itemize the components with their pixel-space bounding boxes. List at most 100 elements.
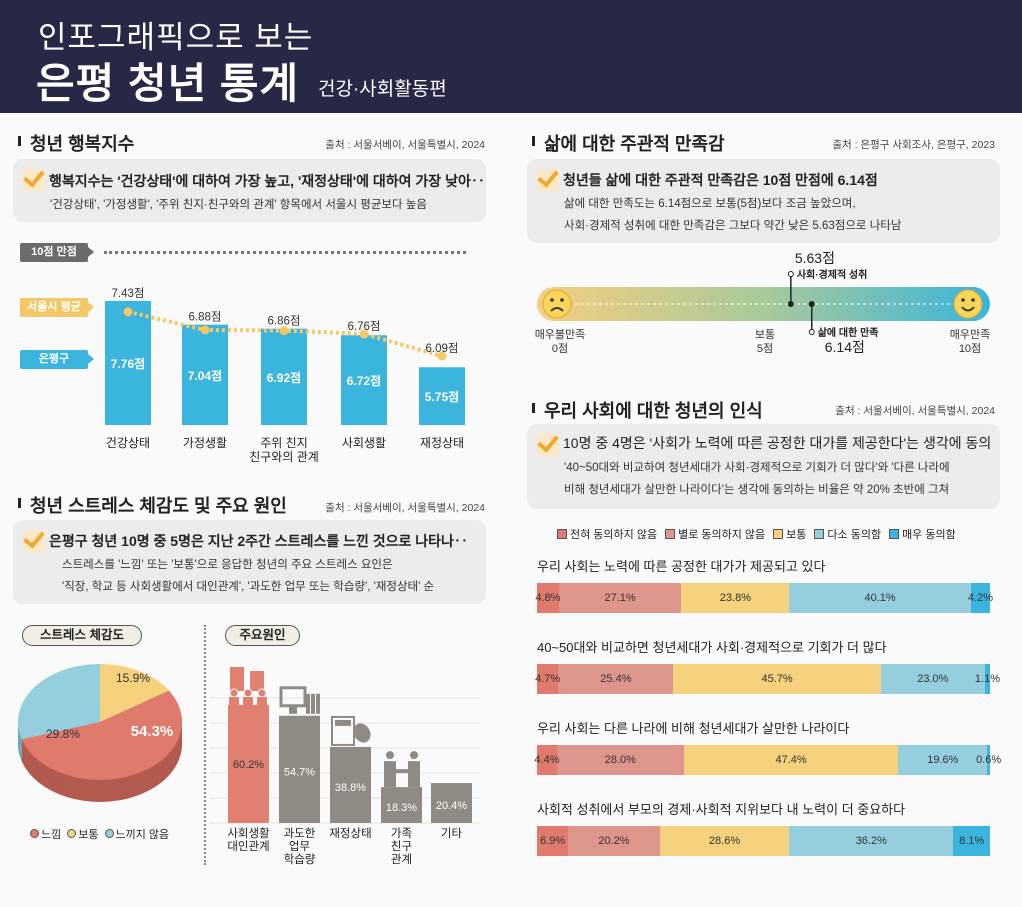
- marker-value: 5.63점: [795, 250, 835, 266]
- segment-value-label: 47.4%: [775, 754, 807, 766]
- pie-value-label: 15.9%: [116, 671, 150, 685]
- monitor-books-icon: [279, 686, 320, 714]
- cause-value-label: 38.8%: [335, 782, 366, 794]
- legend-label: 별로 동의하지 않음: [678, 529, 766, 541]
- bar-segment-전혀 동의하지 않음: 4.7%: [535, 664, 560, 694]
- icon-part: [257, 688, 267, 698]
- cause-category-label: 가족 친구 관계: [391, 827, 412, 866]
- segment-value-label: 28.6%: [708, 835, 741, 847]
- category-label: 사회생활: [342, 436, 386, 450]
- icon-part: [384, 761, 396, 788]
- marker-ring: [808, 329, 815, 335]
- scale-tick-label: 매우만족 10점: [950, 328, 990, 355]
- segment-value-label: 28.0%: [604, 754, 636, 766]
- marker-label: 삶에 대한 만족: [818, 326, 879, 339]
- segment-value-label: 23.0%: [917, 673, 949, 685]
- question-label: 우리 사회는 다른 나라에 비해 청년세대가 살만한 나라이다: [537, 721, 850, 736]
- scale-tick-label: 매우불만족 0점: [535, 328, 586, 355]
- perception-row: 40~50대와 비교하면 청년세대가 사회·경제적으로 기회가 더 많다 4.7%…: [535, 637, 1000, 694]
- cause-value-label: 20.4%: [436, 800, 467, 812]
- icon-part: [230, 667, 244, 692]
- legend-label: 다소 동의함: [827, 529, 882, 541]
- cause-bar: [279, 715, 320, 823]
- perception-legend: 전혀 동의하지 않음 별로 동의하지 않음 보통 다소 동의함 매우 동의함: [557, 526, 956, 542]
- category-label: 주위 친지 친구와의 관계: [249, 436, 319, 464]
- section-title-satisfaction: 삶에 대한 주관적 만족감: [532, 130, 725, 156]
- seoul-average-point: [279, 326, 289, 336]
- page-subtitle: 건강·사회활동편: [318, 79, 447, 100]
- bar-segment-다소 동의함: 36.2%: [789, 826, 954, 856]
- segment-value-label: 19.6%: [927, 754, 959, 766]
- marker-ring: [787, 271, 794, 277]
- category-label: 건강상태: [106, 436, 150, 450]
- cause-pill-label: 주요원인: [225, 625, 300, 646]
- segment-value-label: 4.2%: [967, 592, 993, 604]
- cause-value-label: 60.2%: [233, 759, 264, 771]
- perception-row: 우리 사회는 노력에 따른 공정한 대가가 제공되고 있다 4.8% 27.1% 23…: [535, 556, 993, 613]
- eye: [971, 298, 975, 302]
- cause-category-label: 재정상태: [329, 827, 371, 840]
- stacked-bar: 4.7% 25.4% 45.7% 23.0% 1.1%: [535, 664, 1000, 694]
- segment-value-label: 1.1%: [974, 673, 1000, 685]
- segment-value-label: 8.1%: [959, 835, 985, 847]
- icon-part: [257, 697, 267, 706]
- summary-headline: 행복지수는 '건강상태'에 대하여 가장 높고, '재정상태'에 대하여 가장 …: [49, 173, 485, 189]
- bar-eunpyeong: [419, 367, 465, 425]
- summary-box-perception: 10명 중 4명은 '사회가 노력에 따른 공정한 대가를 제공한다'는 생각에…: [527, 424, 1000, 509]
- bar-value-label: 7.04점: [188, 368, 222, 383]
- question-label: 사회적 성취에서 부모의 경제·사회적 지위보다 내 노력이 더 중요하다: [537, 802, 906, 817]
- divider: [204, 625, 206, 865]
- legend-label: 전혀 동의하지 않음: [570, 529, 658, 541]
- page-title: 은평 청년 통계: [36, 60, 300, 107]
- stress-cause-chart: 60.2% 사회생활 대인관계 54.7% 과도한 업무 학습량 38.8% 재정상태 18.3%…: [210, 667, 480, 866]
- face: [953, 289, 983, 319]
- question-label: 우리 사회는 노력에 따른 공정한 대가가 제공되고 있다: [537, 559, 826, 574]
- marker-dot: [787, 301, 794, 307]
- people-buildings-icon: [229, 667, 267, 706]
- segment-value-label: 45.7%: [761, 673, 793, 685]
- legend-item: 매우 동의함: [889, 526, 956, 542]
- icon-part: [386, 751, 394, 760]
- source-stress: 출처 : 서울서베이, 서울특별시, 2024: [325, 502, 485, 514]
- pie-legend: 느낌 보통 느끼지 않음: [30, 826, 169, 842]
- summary-headline: 청년들 삶에 대한 주관적 만족감은 10점 만점에 6.14점: [563, 172, 878, 188]
- section-title-stress: 청년 스트레스 체감도 및 주요 원인: [18, 492, 287, 518]
- legend-item: 전혀 동의하지 않음: [557, 526, 657, 542]
- seoul-average-point: [200, 325, 210, 335]
- bar-eunpyeong: [261, 328, 307, 425]
- icon-part: [229, 688, 239, 698]
- summary-headline: 은평구 청년 10명 중 5명은 지난 2주간 스트레스를 느낀 것으로 나타나…: [49, 533, 468, 549]
- section-title-perception: 우리 사회에 대한 청년의 인식: [532, 397, 763, 423]
- cause-bar: [431, 783, 472, 823]
- legend-item: 느낌: [30, 826, 61, 842]
- seoul-average-label: 6.76점: [348, 320, 381, 333]
- summary-detail-2: 사회·경제적 성취에 대한 만족감은 그보다 약간 낮은 5.63점으로 나타남: [564, 220, 902, 232]
- segment-value-label: 20.2%: [598, 835, 630, 847]
- bar-eunpyeong: [341, 335, 387, 425]
- cause-bar: [381, 787, 422, 823]
- scale-tick-label: 보통 5점: [755, 328, 775, 355]
- legend-item: 보통: [773, 526, 806, 542]
- cause-category-label: 사회생활 대인관계: [227, 826, 270, 853]
- stress-pie-chart: 15.9% 54.3% 29.8%: [17, 664, 182, 802]
- legend-swatch: [557, 529, 567, 539]
- eye: [550, 298, 554, 302]
- bar-segment-별로 동의하지 않음: 27.1%: [558, 583, 682, 613]
- summary-box-stress: 은평구 청년 10명 중 5명은 지난 2주간 스트레스를 느낀 것으로 나타나…: [13, 520, 486, 604]
- cause-category-label: 과도한 업무 학습량: [284, 827, 316, 866]
- legend-label: 느낌: [41, 829, 62, 841]
- segment-value-label: 4.4%: [534, 754, 560, 766]
- mouth: [961, 306, 975, 312]
- bar-eunpyeong: [182, 324, 228, 425]
- bar-segment-다소 동의함: 40.1%: [789, 583, 971, 613]
- legend-label: 매우 동의함: [902, 529, 956, 541]
- eye: [961, 298, 965, 302]
- icon-part: [395, 769, 409, 774]
- seoul-average-label: 6.86점: [268, 315, 301, 328]
- seoul-average-label: 7.43점: [112, 287, 145, 300]
- source-perception: 출처 : 서울서베이, 서울특별시, 2024: [835, 405, 995, 417]
- bar-segment-매우 동의함: 8.1%: [953, 826, 990, 856]
- check-icon: [23, 530, 45, 552]
